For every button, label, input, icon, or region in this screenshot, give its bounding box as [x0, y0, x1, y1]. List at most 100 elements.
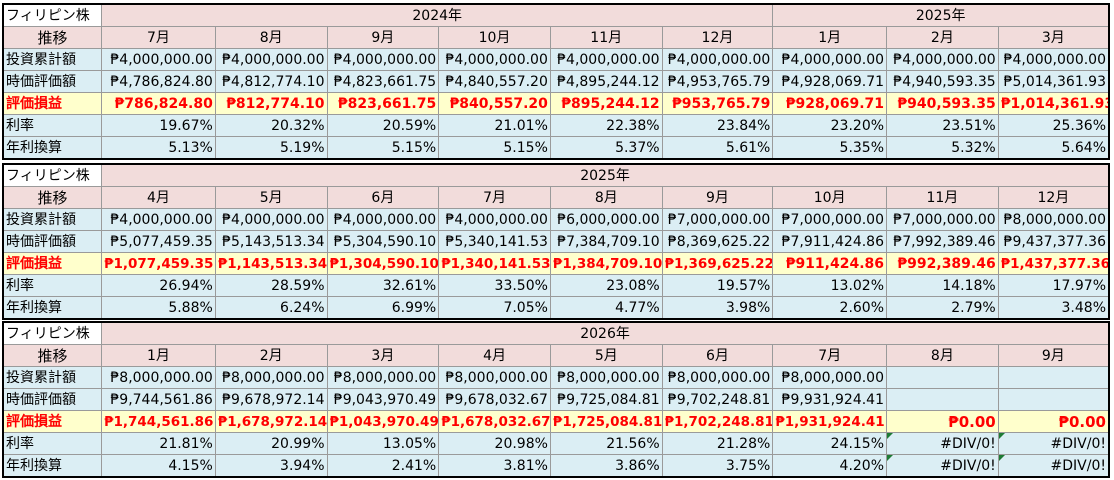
- pnl-cell[interactable]: ₱1,702,248.81: [661, 410, 774, 433]
- pnl-cell[interactable]: ₱1,077,459.35: [101, 252, 216, 275]
- pnl-cell[interactable]: ₱1,014,361.93: [997, 92, 1110, 115]
- pnl-cell[interactable]: ₱840,557.20: [438, 92, 551, 115]
- year-header[interactable]: 2024年: [101, 3, 774, 27]
- invest-cell[interactable]: ₱8,000,000.00: [101, 366, 216, 389]
- rate-cell[interactable]: 17.97%: [997, 274, 1110, 297]
- invest-cell[interactable]: ₱4,000,000.00: [772, 48, 888, 71]
- pnl-cell[interactable]: ₱1,678,032.67: [438, 410, 551, 433]
- month-header[interactable]: 8月: [549, 186, 663, 209]
- pnl-cell[interactable]: ₱940,593.35: [886, 92, 999, 115]
- month-header[interactable]: 6月: [326, 186, 440, 209]
- month-header[interactable]: 5月: [214, 186, 328, 209]
- pnl-cell[interactable]: ₱0.00: [997, 410, 1110, 433]
- invest-cell[interactable]: ₱4,000,000.00: [101, 48, 216, 71]
- rate-cell[interactable]: 24.15%: [772, 432, 888, 455]
- value-cell[interactable]: ₱4,928,069.71: [772, 70, 888, 93]
- pnl-label[interactable]: 評価損益: [2, 252, 103, 275]
- rate-cell[interactable]: 28.59%: [214, 274, 328, 297]
- year-header[interactable]: 2025年: [101, 163, 1110, 187]
- invest-cell[interactable]: ₱8,000,000.00: [661, 366, 774, 389]
- invest-cell[interactable]: [886, 366, 999, 389]
- month-header[interactable]: 7月: [772, 344, 888, 367]
- invest-cell[interactable]: ₱7,000,000.00: [661, 208, 774, 231]
- invest-cell[interactable]: ₱8,000,000.00: [772, 366, 888, 389]
- rate-cell[interactable]: 23.08%: [549, 274, 663, 297]
- pnl-cell[interactable]: ₱1,931,924.41: [772, 410, 888, 433]
- value-cell[interactable]: ₱4,895,244.12: [549, 70, 663, 93]
- value-cell[interactable]: [997, 388, 1110, 411]
- annual-cell[interactable]: 3.75%: [661, 454, 774, 478]
- trend-label[interactable]: 推移: [2, 186, 103, 209]
- rate-cell[interactable]: 26.94%: [101, 274, 216, 297]
- month-header[interactable]: 7月: [101, 26, 216, 49]
- annual-cell[interactable]: 5.19%: [214, 136, 328, 160]
- annual-cell[interactable]: 3.48%: [997, 296, 1110, 320]
- value-cell[interactable]: ₱4,812,774.10: [214, 70, 328, 93]
- rate-cell[interactable]: 21.28%: [661, 432, 774, 455]
- month-header[interactable]: 2月: [886, 26, 999, 49]
- invest-cell[interactable]: ₱8,000,000.00: [438, 366, 551, 389]
- pnl-label[interactable]: 評価損益: [2, 410, 103, 433]
- pnl-cell[interactable]: ₱1,725,084.81: [549, 410, 663, 433]
- rate-cell[interactable]: 21.81%: [101, 432, 216, 455]
- value-label[interactable]: 時価評価額: [2, 70, 103, 93]
- value-cell[interactable]: ₱9,437,377.36: [997, 230, 1110, 253]
- month-header[interactable]: 5月: [549, 344, 663, 367]
- month-header[interactable]: 3月: [997, 26, 1110, 49]
- pnl-cell[interactable]: ₱812,774.10: [214, 92, 328, 115]
- pnl-cell[interactable]: ₱1,744,561.86: [101, 410, 216, 433]
- error-cell[interactable]: #DIV/0!: [997, 454, 1110, 478]
- month-header[interactable]: 10月: [438, 26, 551, 49]
- value-cell[interactable]: ₱5,340,141.53: [438, 230, 551, 253]
- annual-cell[interactable]: 3.94%: [214, 454, 328, 478]
- annual-cell[interactable]: 5.61%: [661, 136, 774, 160]
- pnl-cell[interactable]: ₱1,143,513.34: [214, 252, 328, 275]
- annual-cell[interactable]: 6.99%: [326, 296, 440, 320]
- rate-cell[interactable]: 33.50%: [438, 274, 551, 297]
- rate-cell[interactable]: 19.67%: [101, 114, 216, 137]
- trend-label[interactable]: 推移: [2, 344, 103, 367]
- annual-cell[interactable]: 4.20%: [772, 454, 888, 478]
- value-cell[interactable]: ₱9,678,032.67: [438, 388, 551, 411]
- month-header[interactable]: 4月: [438, 344, 551, 367]
- annual-cell[interactable]: 6.24%: [214, 296, 328, 320]
- annual-cell[interactable]: 4.15%: [101, 454, 216, 478]
- rate-cell[interactable]: 20.98%: [438, 432, 551, 455]
- rate-label[interactable]: 利率: [2, 432, 103, 455]
- pnl-label[interactable]: 評価損益: [2, 92, 103, 115]
- invest-label[interactable]: 投資累計額: [2, 208, 103, 231]
- pnl-cell[interactable]: ₱911,424.86: [772, 252, 888, 275]
- rate-cell[interactable]: 13.05%: [326, 432, 440, 455]
- annual-cell[interactable]: 5.15%: [326, 136, 440, 160]
- rate-cell[interactable]: 19.57%: [661, 274, 774, 297]
- value-cell[interactable]: ₱8,369,625.22: [661, 230, 774, 253]
- pnl-cell[interactable]: ₱1,437,377.36: [997, 252, 1110, 275]
- invest-cell[interactable]: ₱4,000,000.00: [997, 48, 1110, 71]
- invest-cell[interactable]: ₱4,000,000.00: [214, 208, 328, 231]
- annual-cell[interactable]: 2.79%: [886, 296, 999, 320]
- rate-cell[interactable]: 23.84%: [661, 114, 774, 137]
- pnl-cell[interactable]: ₱786,824.80: [101, 92, 216, 115]
- rate-cell[interactable]: 22.38%: [549, 114, 663, 137]
- value-cell[interactable]: ₱9,725,084.81: [549, 388, 663, 411]
- rate-cell[interactable]: 13.02%: [772, 274, 888, 297]
- rate-cell[interactable]: 23.51%: [886, 114, 999, 137]
- rate-label[interactable]: 利率: [2, 274, 103, 297]
- annual-label[interactable]: 年利換算: [2, 296, 103, 320]
- annual-cell[interactable]: 5.15%: [438, 136, 551, 160]
- pnl-cell[interactable]: ₱823,661.75: [326, 92, 440, 115]
- rate-cell[interactable]: 20.59%: [326, 114, 440, 137]
- annual-cell[interactable]: 5.37%: [549, 136, 663, 160]
- month-header[interactable]: 2月: [214, 344, 328, 367]
- annual-label[interactable]: 年利換算: [2, 454, 103, 478]
- value-cell[interactable]: ₱7,384,709.10: [549, 230, 663, 253]
- invest-cell[interactable]: ₱4,000,000.00: [438, 48, 551, 71]
- invest-cell[interactable]: ₱8,000,000.00: [214, 366, 328, 389]
- error-cell[interactable]: #DIV/0!: [997, 432, 1110, 455]
- invest-cell[interactable]: ₱8,000,000.00: [549, 366, 663, 389]
- invest-cell[interactable]: ₱4,000,000.00: [438, 208, 551, 231]
- annual-cell[interactable]: 4.77%: [549, 296, 663, 320]
- annual-cell[interactable]: 7.05%: [438, 296, 551, 320]
- month-header[interactable]: 4月: [101, 186, 216, 209]
- invest-cell[interactable]: ₱7,000,000.00: [772, 208, 888, 231]
